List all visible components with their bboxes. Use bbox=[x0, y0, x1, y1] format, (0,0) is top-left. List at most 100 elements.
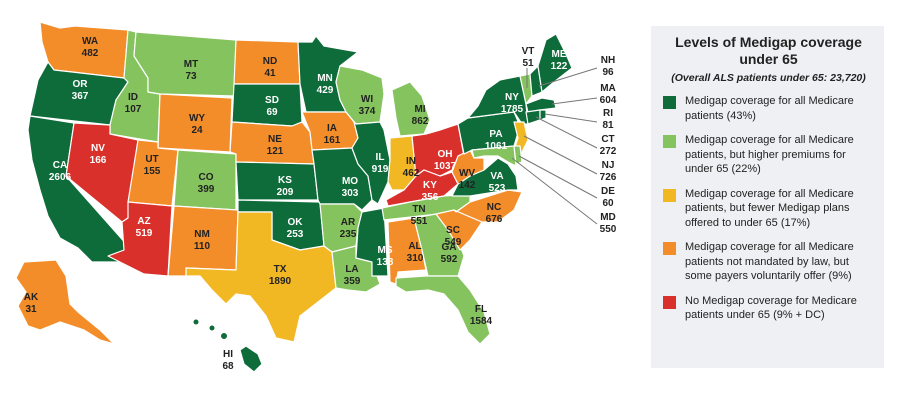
state-value-label: 604 bbox=[600, 95, 617, 106]
state-code-label: NH bbox=[601, 55, 615, 66]
legend-subtitle: (Overall ALS patients under 65: 23,720) bbox=[671, 72, 866, 84]
state-code-label: TX bbox=[274, 264, 287, 275]
state-code-label: MI bbox=[414, 104, 425, 115]
state-TN bbox=[381, 193, 471, 221]
state-code-label: MS bbox=[378, 245, 393, 256]
state-value-label: 551 bbox=[411, 216, 428, 227]
legend-item-all: Medigap coverage for all Medicare patien… bbox=[663, 94, 874, 123]
state-HI bbox=[239, 345, 263, 373]
state-FL bbox=[395, 275, 491, 345]
leader-NJ bbox=[523, 135, 598, 175]
state-code-label: HI bbox=[223, 349, 233, 360]
state-code-label: ME bbox=[552, 49, 567, 60]
state-value-label: 138 bbox=[377, 257, 394, 268]
state-code-label: NV bbox=[91, 143, 105, 154]
legend-item-higher-premiums: Medigap coverage for all Medicare patien… bbox=[663, 133, 874, 177]
state-code-label: NC bbox=[487, 202, 501, 213]
state-code-label: RI bbox=[603, 108, 613, 119]
state-AR bbox=[319, 203, 363, 253]
legend-label: No Medigap coverage for Medicare patient… bbox=[685, 294, 857, 322]
state-value-label: 310 bbox=[407, 253, 424, 264]
state-code-label: AL bbox=[408, 241, 421, 252]
state-value-label: 462 bbox=[403, 168, 420, 179]
state-code-label: TN bbox=[412, 204, 425, 215]
hawaii-islands bbox=[193, 319, 227, 339]
state-AZ bbox=[107, 201, 173, 277]
legend-label: Medigap coverage for all Medicare patien… bbox=[685, 95, 854, 122]
state-value-label: 272 bbox=[600, 146, 617, 157]
state-TX bbox=[185, 211, 337, 343]
state-code-label: MA bbox=[600, 83, 616, 94]
leader-DE bbox=[518, 155, 598, 199]
state-code-label: GA bbox=[442, 242, 457, 253]
state-code-label: KY bbox=[423, 180, 437, 191]
state-value-label: 519 bbox=[136, 228, 153, 239]
leader-CT bbox=[535, 116, 598, 149]
state-RI bbox=[539, 109, 547, 121]
state-value-label: 161 bbox=[324, 135, 341, 146]
state-code-label: MN bbox=[317, 73, 333, 84]
state-value-label: 73 bbox=[185, 71, 197, 82]
state-value-label: 69 bbox=[266, 107, 278, 118]
state-value-label: 367 bbox=[72, 91, 89, 102]
state-code-label: WI bbox=[361, 94, 373, 105]
state-code-label: NE bbox=[268, 134, 282, 145]
state-value-label: 41 bbox=[264, 68, 276, 79]
state-value-label: 549 bbox=[445, 237, 462, 248]
state-value-label: 122 bbox=[551, 61, 568, 72]
state-value-label: 303 bbox=[342, 188, 359, 199]
state-code-label: WA bbox=[82, 36, 98, 47]
state-value-label: 676 bbox=[486, 214, 503, 225]
leader-NH bbox=[538, 67, 598, 87]
state-code-label: ND bbox=[263, 56, 277, 67]
state-value-label: 253 bbox=[287, 229, 304, 240]
state-code-label: NM bbox=[194, 229, 210, 240]
state-value-label: 550 bbox=[600, 224, 617, 235]
state-code-label: AR bbox=[341, 217, 356, 228]
state-value-label: 209 bbox=[277, 187, 294, 198]
state-value-label: 81 bbox=[602, 120, 614, 131]
state-code-label: CO bbox=[199, 172, 214, 183]
state-code-label: MD bbox=[600, 212, 616, 223]
state-value-label: 1890 bbox=[269, 276, 292, 287]
hi-island bbox=[209, 325, 215, 331]
state-code-label: MT bbox=[184, 59, 198, 70]
state-code-label: OK bbox=[288, 217, 304, 228]
state-code-label: VA bbox=[490, 171, 503, 182]
state-value-label: 110 bbox=[194, 241, 211, 252]
state-value-label: 429 bbox=[317, 85, 334, 96]
state-value-label: 359 bbox=[344, 276, 361, 287]
state-value-label: 235 bbox=[340, 229, 357, 240]
state-value-label: 60 bbox=[602, 198, 614, 209]
state-NC bbox=[453, 189, 523, 223]
state-code-label: AK bbox=[24, 292, 39, 303]
state-value-label: 374 bbox=[359, 106, 376, 117]
state-value-label: 24 bbox=[191, 125, 203, 136]
state-code-label: UT bbox=[145, 154, 158, 165]
state-code-label: AZ bbox=[137, 216, 150, 227]
leader-MD bbox=[511, 157, 598, 225]
state-value-label: 1785 bbox=[501, 104, 524, 115]
hi-island bbox=[193, 319, 199, 325]
state-value-label: 1061 bbox=[485, 141, 508, 152]
state-code-label: SC bbox=[446, 225, 460, 236]
state-value-label: 142 bbox=[459, 180, 476, 191]
state-code-label: DE bbox=[601, 186, 615, 197]
state-code-label: LA bbox=[345, 264, 358, 275]
state-value-label: 96 bbox=[602, 67, 614, 78]
state-code-label: WV bbox=[459, 168, 475, 179]
state-value-label: 166 bbox=[90, 155, 107, 166]
state-value-label: 155 bbox=[144, 166, 161, 177]
state-code-label: ID bbox=[128, 92, 138, 103]
state-code-label: IA bbox=[327, 123, 337, 134]
state-value-label: 356 bbox=[422, 192, 439, 203]
state-code-label: NY bbox=[505, 92, 519, 103]
state-AK bbox=[15, 259, 115, 345]
legend-swatch bbox=[663, 96, 676, 109]
legend: Levels of Medigap coverage under 65 (Ove… bbox=[651, 26, 884, 368]
state-value-label: 2606 bbox=[49, 172, 72, 183]
state-code-label: WY bbox=[189, 113, 205, 124]
state-WV bbox=[451, 149, 485, 185]
state-code-label: MO bbox=[342, 176, 358, 187]
